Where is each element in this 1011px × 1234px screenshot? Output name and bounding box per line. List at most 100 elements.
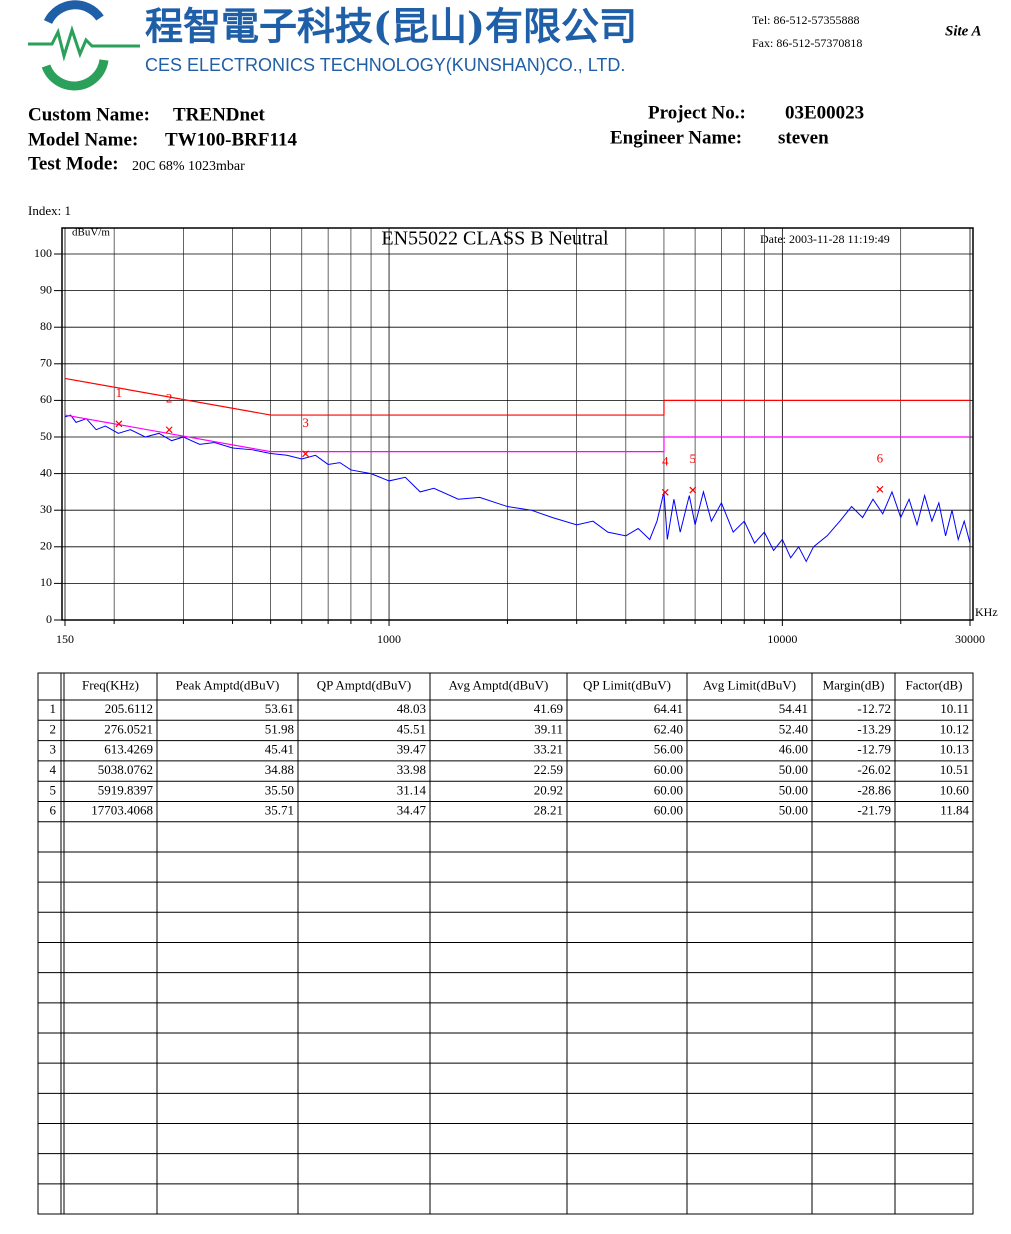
marker-label: 2	[166, 391, 173, 406]
table-cell: 31.14	[397, 782, 427, 797]
date: Date: 2003-11-28 11:19:49	[760, 232, 890, 246]
table-cell: 41.69	[534, 701, 563, 716]
table-cell: 39.11	[534, 721, 563, 736]
marker	[689, 486, 697, 494]
y-tick-label: 20	[40, 539, 52, 553]
marker-label: 5	[690, 451, 697, 466]
table-cell: 35.50	[265, 782, 294, 797]
series-line	[64, 414, 971, 563]
table-cell: 35.71	[265, 803, 294, 818]
table-cell: 17703.4068	[91, 803, 153, 818]
table-cell: 62.40	[654, 721, 683, 736]
row-index: 3	[50, 742, 57, 757]
info-label: Custom Name:	[28, 104, 150, 125]
logo	[28, 0, 140, 91]
y-tick-label: 30	[40, 502, 52, 516]
company-en: CES ELECTRONICS TECHNOLOGY(KUNSHAN)CO., …	[145, 55, 625, 75]
table-cell: 60.00	[654, 803, 683, 818]
series-line	[64, 414, 970, 453]
table-cell: 60.00	[654, 782, 683, 797]
table-header: Freq(KHz)	[82, 677, 139, 692]
table-cell: 50.00	[779, 803, 808, 818]
chart-title: EN55022 CLASS B Neutral	[381, 228, 609, 250]
table-header: Avg Amptd(dBuV)	[449, 677, 549, 692]
x-tick-label: 150	[56, 632, 74, 646]
table-cell: 5038.0762	[98, 762, 153, 777]
table-cell: 48.03	[397, 701, 426, 716]
info-label: Project No.:	[648, 102, 746, 123]
table-cell: 50.00	[779, 762, 808, 777]
table-cell: 276.0521	[104, 721, 153, 736]
info-value: steven	[778, 127, 829, 148]
y-tick-label: 10	[40, 575, 52, 589]
table-header: QP Amptd(dBuV)	[317, 677, 412, 692]
marker-label: 3	[302, 415, 309, 430]
marker	[115, 420, 123, 428]
table-cell: 34.88	[265, 762, 294, 777]
info-value: 03E00023	[785, 102, 864, 123]
y-tick-label: 80	[40, 319, 52, 333]
marker-label: 4	[662, 453, 669, 468]
row-index: 2	[50, 721, 57, 736]
y-tick-label: 100	[34, 246, 52, 260]
y-tick-label: 40	[40, 465, 52, 479]
table-cell: 10.11	[940, 701, 969, 716]
table-cell: 54.41	[779, 701, 808, 716]
info-value: TW100-BRF114	[165, 129, 297, 150]
table-cell: 46.00	[779, 742, 808, 757]
y-tick-label: 0	[46, 612, 52, 626]
index: Index: 1	[28, 203, 71, 218]
row-index: 1	[50, 701, 57, 716]
marker	[876, 485, 884, 493]
table-cell: 52.40	[779, 721, 808, 736]
table-cell: 10.60	[940, 782, 969, 797]
info-value: TRENDnet	[173, 104, 266, 125]
y-tick-label: 70	[40, 356, 52, 370]
table-frame	[37, 672, 974, 1215]
table-cell: -12.72	[857, 701, 891, 716]
table-cell: -28.86	[857, 782, 891, 797]
table-cell: 10.12	[940, 721, 969, 736]
table-cell: 45.51	[397, 721, 426, 736]
tel: Tel: 86-512-57355888	[752, 13, 859, 27]
table-cell: 50.00	[779, 782, 808, 797]
table-cell: 64.41	[654, 701, 683, 716]
table-header: Peak Amptd(dBuV)	[176, 677, 280, 692]
marker-label: 1	[116, 385, 123, 400]
info-value: 20C 68% 1023mbar	[132, 159, 245, 174]
marker	[661, 488, 669, 496]
x-tick-label: 10000	[767, 632, 797, 646]
table-cell: -21.79	[857, 803, 891, 818]
info-label: Engineer Name:	[610, 127, 742, 148]
table-cell: 20.92	[534, 782, 563, 797]
row-index: 6	[50, 803, 57, 818]
y-tick-label: 50	[40, 429, 52, 443]
y-axis-label: dBuV/m	[72, 227, 110, 239]
x-tick-label: 30000	[955, 632, 985, 646]
table-cell: 11.84	[940, 803, 969, 818]
info-label: Test Mode:	[28, 153, 119, 174]
x-tick-label: 1000	[377, 632, 401, 646]
table-cell: -12.79	[857, 742, 891, 757]
table-header: Avg Limit(dBuV)	[703, 677, 796, 692]
marker-label: 6	[877, 450, 884, 465]
table-cell: 45.41	[265, 742, 294, 757]
table-cell: 205.6112	[105, 701, 153, 716]
table-header: QP Limit(dBuV)	[583, 677, 671, 692]
table-cell: 34.47	[397, 803, 427, 818]
table-cell: -13.29	[857, 721, 891, 736]
table-cell: 28.21	[534, 803, 563, 818]
site: Site A	[945, 23, 982, 39]
table-cell: 33.98	[397, 762, 426, 777]
table-cell: 10.51	[940, 762, 969, 777]
table-cell: -26.02	[857, 762, 891, 777]
row-index: 5	[50, 782, 57, 797]
marker	[302, 450, 309, 458]
table-cell: 53.61	[265, 701, 294, 716]
table-header: Margin(dB)	[823, 677, 885, 692]
row-index: 4	[50, 762, 57, 777]
x-axis-label: KHz	[975, 605, 998, 619]
company-cn: 程智電子科技(昆山)有限公司	[145, 4, 637, 49]
table-cell: 60.00	[654, 762, 683, 777]
